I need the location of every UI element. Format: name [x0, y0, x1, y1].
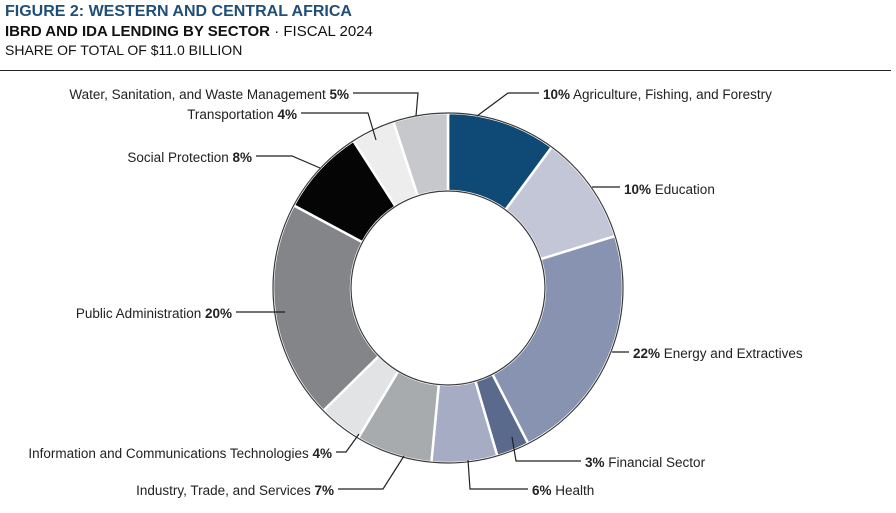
- slice-label: Transportation 4%: [187, 107, 297, 122]
- figure-label: FIGURE 2: WESTERN AND CENTRAL AFRICA: [5, 3, 352, 20]
- header-rule: [0, 70, 891, 71]
- leader-line: [256, 155, 321, 169]
- slice-category-label: Industry, Trade, and Services: [136, 483, 314, 498]
- slice-category-label: Information and Communications Technolog…: [28, 446, 312, 461]
- donut-slices: [271, 111, 625, 465]
- slice-label: Water, Sanitation, and Waste Management …: [69, 87, 349, 102]
- slice-category-label: Transportation: [187, 107, 277, 122]
- subtitle-separator: ·: [270, 23, 284, 40]
- slice-category-label: Public Administration: [76, 306, 205, 321]
- chart-subtitle: IBRD AND IDA LENDING BY SECTOR · FISCAL …: [5, 22, 891, 41]
- slice-label: Social Protection 8%: [127, 150, 252, 165]
- leader-line: [476, 92, 539, 117]
- slice-category-label: Health: [552, 483, 595, 498]
- subtitle-rest: FISCAL 2024: [283, 23, 373, 40]
- slice-value-label: 10%: [624, 182, 651, 197]
- slice-category-label: Financial Sector: [605, 455, 706, 470]
- slice-label: 10% Agriculture, Fishing, and Forestry: [543, 87, 772, 102]
- slice-category-label: Energy and Extractives: [660, 346, 803, 361]
- slice-category-label: Education: [651, 182, 715, 197]
- slice-label: 10% Education: [624, 182, 715, 197]
- slice-category-label: Social Protection: [127, 150, 232, 165]
- slice-category-label: Water, Sanitation, and Waste Management: [69, 87, 329, 102]
- slice-value-label: 20%: [205, 306, 232, 321]
- leader-line: [338, 455, 405, 490]
- slice-value-label: 8%: [232, 150, 252, 165]
- donut-outer-ring: [272, 112, 624, 464]
- slice-value-label: 7%: [314, 483, 334, 498]
- slice-value-label: 5%: [329, 87, 349, 102]
- leader-line: [301, 112, 377, 141]
- leader-line: [353, 92, 419, 117]
- slice-label: 3% Financial Sector: [585, 455, 706, 470]
- chart-header: FIGURE 2: WESTERN AND CENTRAL AFRICA IBR…: [5, 2, 891, 59]
- slice-value-label: 10%: [543, 87, 570, 102]
- slice-label: 22% Energy and Extractives: [633, 346, 803, 361]
- leader-line: [511, 436, 581, 462]
- leader-line: [467, 459, 528, 490]
- slice-label: Information and Communications Technolog…: [28, 446, 332, 461]
- donut-inner-ring: [350, 190, 546, 386]
- slice-value-label: 3%: [585, 455, 605, 470]
- slice-category-label: Agriculture, Fishing, and Forestry: [570, 87, 772, 102]
- slice-value-label: 22%: [633, 346, 660, 361]
- slice-value-label: 4%: [277, 107, 297, 122]
- slice-value-label: 6%: [532, 483, 552, 498]
- slice-label: 6% Health: [532, 483, 594, 498]
- leader-lines: [236, 92, 629, 490]
- slice-labels: 10% Agriculture, Fishing, and Forestry10…: [28, 87, 803, 498]
- subtitle-bold: IBRD AND IDA LENDING BY SECTOR: [5, 23, 271, 40]
- slice-label: Public Administration 20%: [76, 306, 232, 321]
- slice-label: Industry, Trade, and Services 7%: [136, 483, 334, 498]
- share-line: SHARE OF TOTAL OF $11.0 BILLION: [5, 42, 243, 58]
- leader-line: [336, 433, 360, 453]
- slice-value-label: 4%: [312, 446, 332, 461]
